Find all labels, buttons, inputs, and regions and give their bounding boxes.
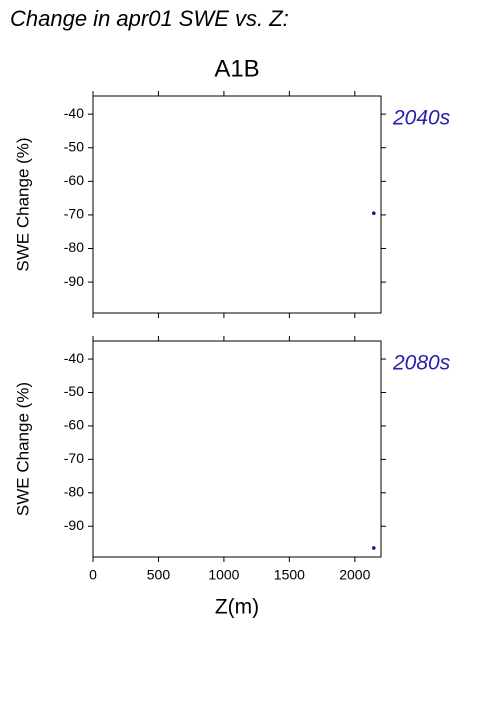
point — [372, 211, 376, 216]
y-tick-label: -40 — [64, 105, 84, 121]
y-tick-label: -80 — [64, 484, 84, 500]
y-axis-label: SWE Change (%) — [13, 382, 32, 516]
point — [372, 546, 376, 550]
chart-title: A1B — [214, 55, 259, 82]
y-axis-label: SWE Change (%) — [13, 137, 32, 271]
y-tick-label: -90 — [64, 273, 84, 289]
x-tick-label: 1000 — [208, 567, 239, 583]
panel-label: 2040s — [392, 107, 451, 130]
page-title: Change in apr01 SWE vs. Z: — [10, 6, 289, 31]
x-tick-label: 0 — [89, 567, 97, 583]
y-tick-label: -70 — [64, 450, 84, 466]
y-tick-label: -40 — [64, 350, 84, 366]
y-tick-label: -90 — [64, 517, 84, 533]
x-tick-label: 500 — [147, 567, 171, 583]
plot-frame — [92, 95, 382, 314]
panel-label: 2080s — [392, 352, 451, 375]
y-tick-label: -50 — [64, 138, 84, 154]
y-tick-label: -60 — [64, 417, 84, 433]
y-tick-label: -80 — [64, 239, 84, 255]
plot-frame — [92, 340, 382, 558]
x-axis-label: Z(m) — [215, 596, 259, 619]
x-tick-label: 1500 — [274, 567, 305, 583]
x-tick-label: 2000 — [339, 567, 370, 583]
y-tick-label: -50 — [64, 383, 84, 399]
y-tick-label: -70 — [64, 206, 84, 222]
y-tick-label: -60 — [64, 172, 84, 188]
